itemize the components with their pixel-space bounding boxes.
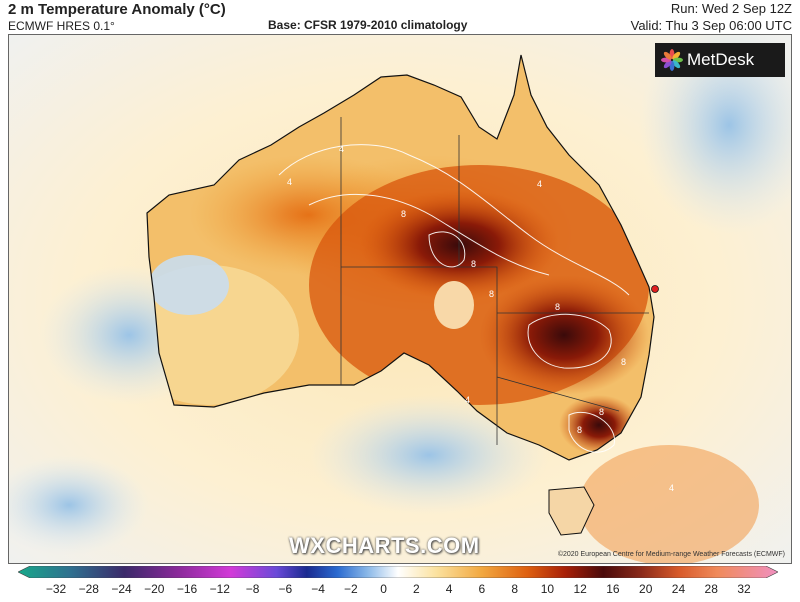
colorbar-ticks: −32 −28 −24 −20 −16 −12 −8 −6 −4 −2 0 2 4 6 8 10 12 16 20 2… (0, 582, 800, 598)
contour-label: 8 (471, 259, 476, 269)
chart-title: 2 m Temperature Anomaly (°C) (8, 1, 226, 18)
contour-label: 8 (621, 357, 626, 367)
contour-labels: 4 4 4 8 8 8 8 8 8 8 4 4 (287, 144, 674, 493)
colorbar-tick-label: −4 (311, 582, 325, 596)
contour-label: 4 (339, 144, 344, 154)
colorbar-tick-label: 20 (639, 582, 653, 596)
colorbar-tick-label: −12 (209, 582, 230, 596)
contour-label: 8 (599, 407, 604, 417)
colorbar-tick-label: −8 (245, 582, 260, 596)
contour-label: 8 (555, 302, 560, 312)
anomaly-map[interactable]: 4 4 4 8 8 8 8 8 8 8 4 4 (8, 34, 792, 564)
contour-label: 4 (287, 177, 292, 187)
state-borders (340, 117, 649, 445)
colorbar-tick-label: 0 (380, 582, 387, 596)
colorbar-tick-label: 8 (511, 582, 518, 596)
colorbar-tick-label: −6 (278, 582, 293, 596)
location-marker-icon[interactable] (651, 285, 659, 293)
metdesk-logo: MetDesk (655, 43, 785, 77)
logo-text: MetDesk (687, 50, 755, 69)
copyright-notice: ©2020 European Centre for Medium-range W… (557, 551, 785, 558)
colorbar-tick-label: 12 (573, 582, 587, 596)
colorbar-tick-label: −16 (176, 582, 198, 596)
colorbar-tick-label: 6 (478, 582, 486, 596)
colorbar-tick-label: 28 (704, 582, 718, 596)
colorbar-tick-label: 10 (540, 582, 555, 596)
colorbar-tick-label: 16 (606, 582, 620, 596)
contour-label: 8 (489, 289, 494, 299)
colorbar-tick-label: 24 (671, 582, 686, 596)
colorbar-tick-label: 2 (413, 582, 420, 596)
colorbar-tick-label: −2 (344, 582, 358, 596)
colorbar-tick-label: −20 (144, 582, 165, 596)
contour-label: 4 (465, 395, 470, 405)
valid-time: Valid: Thu 3 Sep 06:00 UTC (630, 18, 792, 33)
flower-logo-icon (661, 49, 683, 71)
contour-label: 4 (669, 483, 674, 493)
contour-label: 4 (537, 179, 542, 189)
colorbar-tick-label: 4 (445, 582, 453, 596)
colorbar (18, 566, 778, 578)
contour-lines (278, 144, 630, 453)
contour-label: 8 (577, 425, 582, 435)
colorbar-tick-label: −28 (78, 582, 99, 596)
model-label: ECMWF HRES 0.1° (8, 19, 115, 33)
colorbar-tick-label: −32 (45, 582, 67, 596)
base-label: Base: CFSR 1979-2010 climatology (268, 18, 468, 32)
colorbar-tick-label: −24 (111, 582, 132, 596)
colorbar-tick-label: 32 (737, 582, 751, 596)
map-canvas: 4 4 4 8 8 8 8 8 8 8 4 4 (9, 35, 791, 563)
run-time: Run: Wed 2 Sep 12Z (670, 1, 792, 16)
watermark: WXCHARTS.COM (289, 533, 480, 558)
contour-label: 8 (401, 209, 406, 219)
